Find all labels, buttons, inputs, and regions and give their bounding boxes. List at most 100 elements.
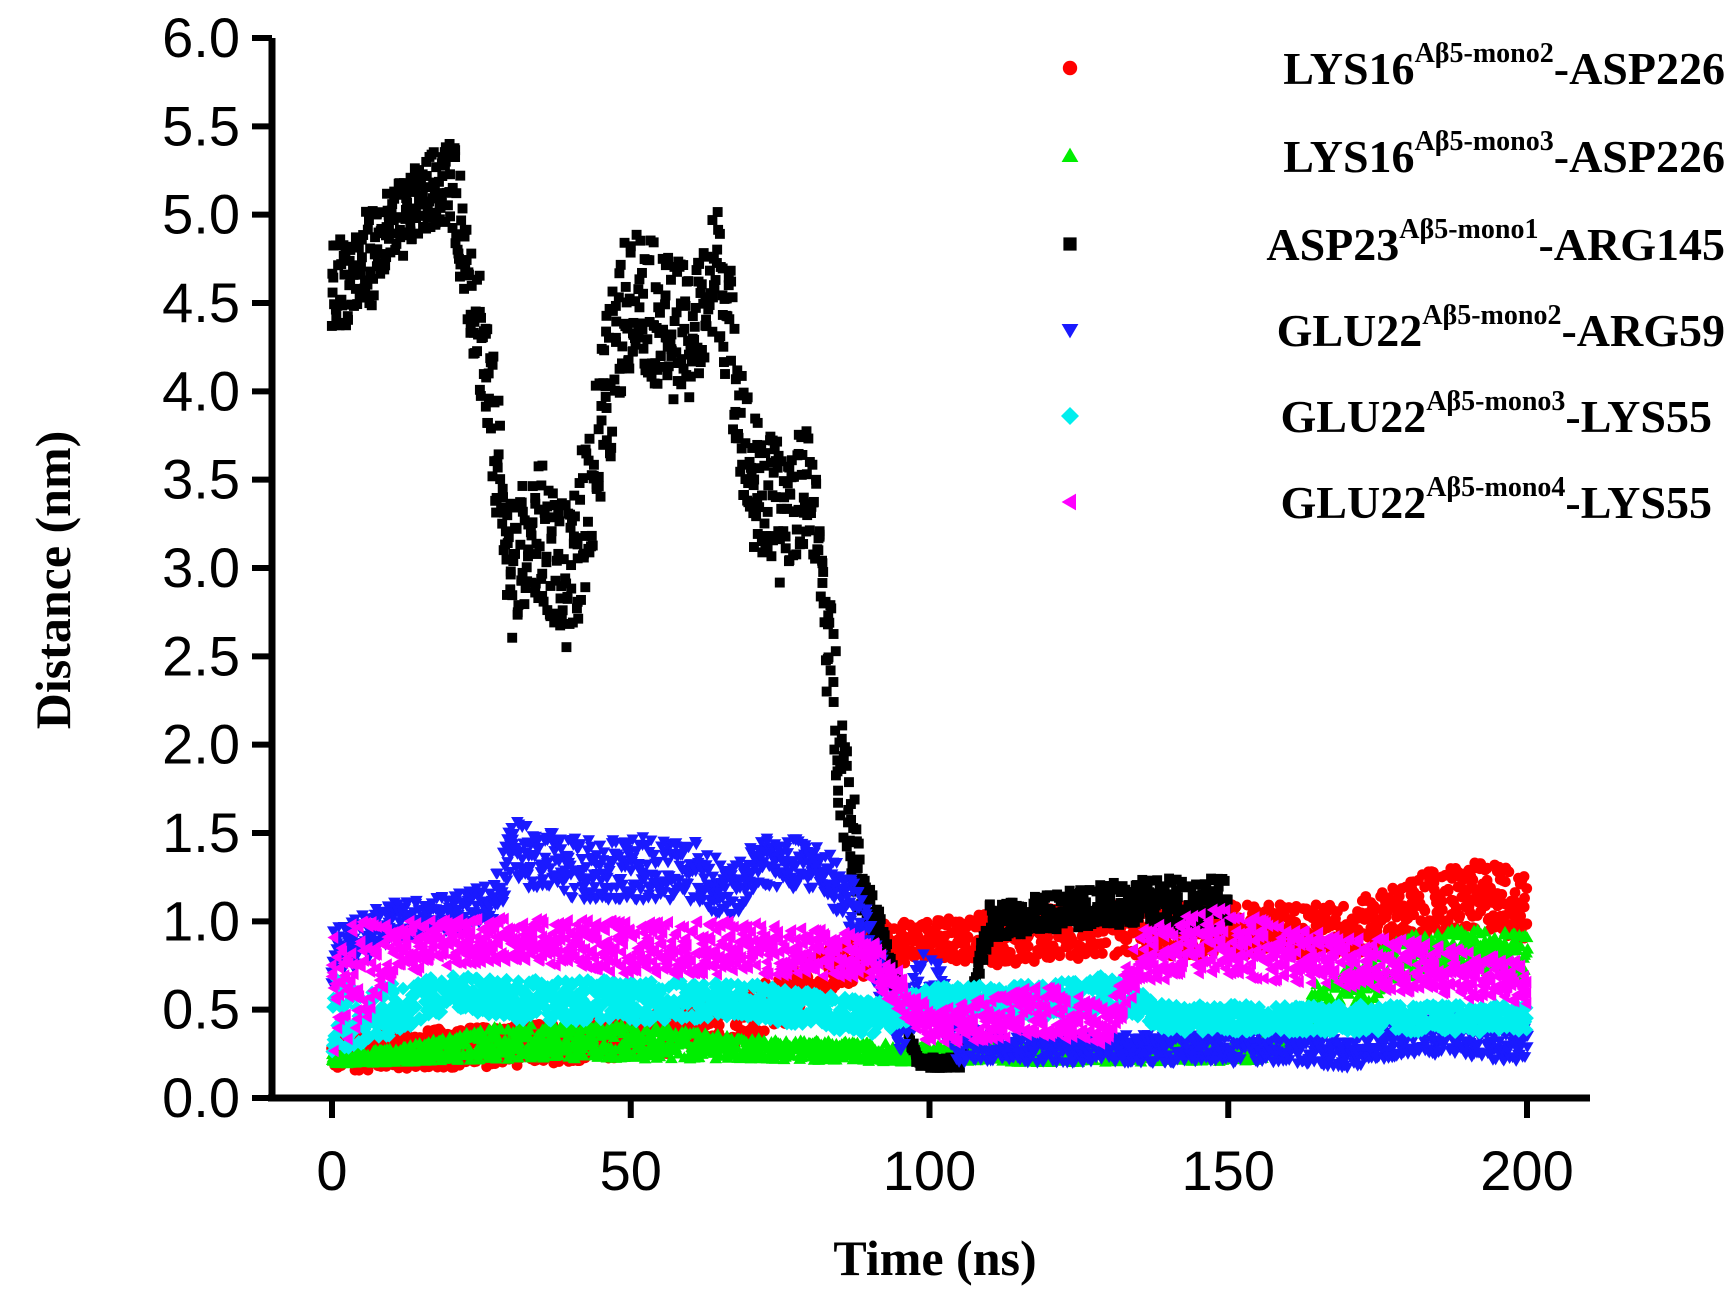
data-point — [1022, 941, 1034, 952]
data-point — [507, 632, 518, 643]
data-point — [851, 824, 862, 835]
data-point — [841, 760, 852, 771]
data-point — [804, 525, 815, 536]
data-point — [1521, 919, 1532, 930]
data-point — [754, 502, 765, 513]
data-point — [538, 596, 549, 607]
data-point — [978, 954, 989, 965]
data-point — [1442, 883, 1454, 895]
data-point — [648, 237, 659, 248]
data-point — [801, 469, 812, 480]
data-point — [808, 496, 819, 507]
data-point — [573, 613, 584, 624]
data-point — [962, 932, 974, 944]
data-point — [569, 511, 580, 522]
data-point — [1518, 901, 1530, 913]
data-point — [610, 300, 621, 311]
data-point — [583, 516, 593, 527]
data-point — [517, 481, 528, 491]
data-point — [537, 568, 548, 579]
data-point — [707, 292, 718, 303]
data-point — [784, 488, 795, 499]
data-point — [842, 746, 852, 757]
data-point — [854, 854, 865, 865]
data-point — [474, 270, 485, 281]
data-point — [724, 314, 735, 325]
data-point — [825, 665, 836, 676]
data-point — [492, 462, 503, 473]
data-point — [845, 851, 856, 862]
data-point — [671, 307, 682, 318]
data-point — [780, 531, 791, 542]
data-point — [607, 426, 618, 437]
data-point — [760, 448, 771, 459]
data-point — [668, 394, 679, 405]
data-point — [867, 890, 878, 901]
data-point — [593, 481, 604, 492]
data-point — [634, 302, 645, 313]
data-point — [713, 1019, 725, 1031]
data-point — [328, 272, 339, 283]
data-point — [1427, 866, 1439, 878]
data-point — [493, 395, 504, 406]
data-point — [445, 211, 456, 222]
data-point — [449, 143, 460, 154]
data-point — [525, 527, 536, 538]
data-point — [766, 551, 777, 562]
data-point — [655, 351, 666, 362]
data-point — [1290, 916, 1302, 928]
data-point — [742, 392, 753, 403]
data-point — [606, 442, 617, 453]
data-point — [844, 777, 854, 788]
data-point — [752, 417, 763, 428]
data-point — [457, 203, 468, 214]
data-point — [1100, 937, 1112, 949]
data-point — [951, 955, 962, 967]
data-point — [1229, 902, 1241, 914]
data-point — [875, 914, 886, 925]
data-point — [759, 518, 770, 529]
data-point — [735, 407, 746, 418]
data-point — [327, 287, 338, 298]
data-point — [694, 368, 704, 379]
data-point — [472, 346, 483, 357]
data-point — [699, 352, 710, 363]
data-point — [1096, 947, 1108, 959]
data-point — [852, 863, 863, 873]
data-point — [482, 324, 493, 335]
data-point — [859, 875, 870, 886]
data-point — [595, 491, 606, 502]
data-point — [669, 316, 680, 326]
data-point — [772, 436, 783, 447]
data-point — [428, 147, 439, 158]
data-point — [546, 533, 557, 544]
data-point — [368, 290, 379, 301]
data-point — [718, 341, 729, 352]
data-point — [596, 415, 607, 426]
data-point — [714, 228, 725, 239]
data-point — [616, 386, 627, 397]
data-point — [366, 300, 377, 311]
data-point — [666, 329, 677, 340]
data-point — [833, 785, 844, 796]
data-point — [593, 471, 604, 482]
data-point — [493, 449, 504, 460]
data-point — [615, 259, 626, 270]
data-point — [727, 292, 738, 303]
data-point — [537, 460, 548, 471]
data-point — [521, 562, 532, 573]
data-point — [625, 241, 636, 252]
data-point — [1436, 904, 1448, 916]
data-point — [662, 370, 673, 381]
data-point — [712, 207, 723, 217]
data-point — [663, 361, 674, 372]
data-point — [575, 494, 586, 505]
data-point — [495, 474, 506, 485]
data-point — [342, 311, 353, 322]
data-point — [456, 215, 467, 226]
data-point — [642, 334, 653, 345]
data-point — [635, 235, 646, 246]
data-point — [817, 558, 828, 569]
data-point — [1467, 874, 1479, 886]
